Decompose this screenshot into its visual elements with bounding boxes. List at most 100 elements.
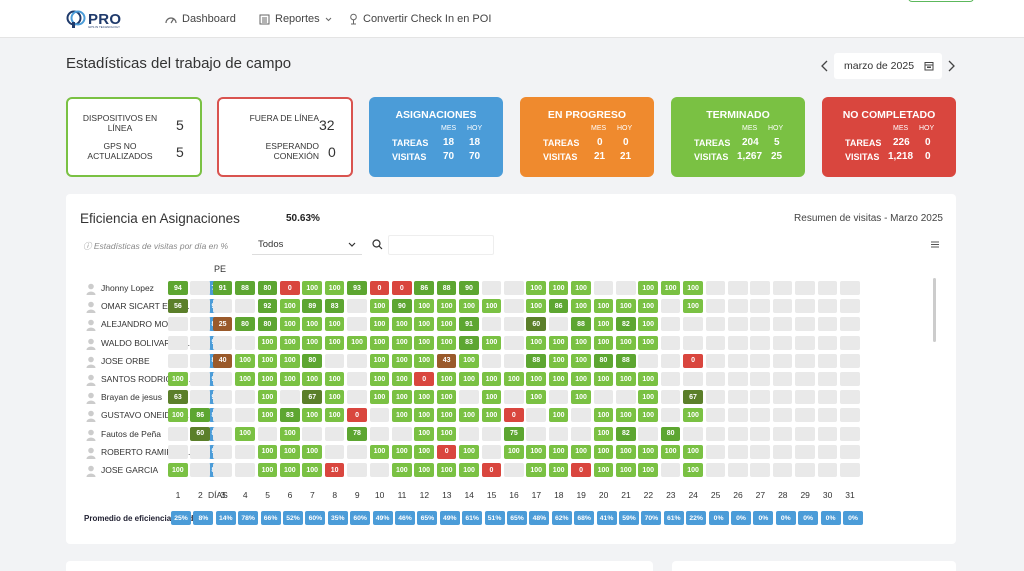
user-filter-select[interactable]: Todos [252,235,362,255]
day-cell[interactable]: 100 [436,408,457,423]
day-cell[interactable]: 100 [526,335,547,350]
day-cell[interactable] [817,335,838,350]
day-cell[interactable] [302,426,323,441]
search-icon[interactable] [372,239,383,250]
terminado-card[interactable]: TERMINADO MES HOY TAREAS VISITAS 204 5 1… [671,97,805,177]
day-cell[interactable] [817,426,838,441]
day-cell[interactable] [526,426,547,441]
day-cell[interactable]: 0 [436,444,457,459]
day-cell[interactable] [840,299,860,314]
day-cell[interactable] [504,353,524,368]
day-cell[interactable] [190,299,211,314]
day-cell[interactable] [750,390,771,405]
day-cell[interactable]: 60 [190,426,211,441]
day-cell[interactable]: 75 [504,426,524,441]
day-cell[interactable]: 100 [257,390,278,405]
day-cell[interactable] [683,372,703,386]
day-cell[interactable] [840,353,860,368]
day-cell[interactable] [235,444,255,459]
day-cell[interactable] [504,463,524,477]
day-cell[interactable] [705,444,726,459]
day-cell[interactable]: 100 [481,299,502,314]
day-cell[interactable] [772,426,793,441]
top-right-button[interactable] [908,0,974,2]
day-cell[interactable] [817,372,838,386]
day-cell[interactable] [481,426,502,441]
day-cell[interactable]: 100 [459,463,479,477]
day-cell[interactable]: 82 [616,426,636,441]
day-cell[interactable]: 78 [347,426,367,441]
day-cell[interactable]: 80 [235,317,255,332]
day-cell[interactable] [772,444,793,459]
day-cell[interactable]: 100 [414,390,435,405]
day-cell[interactable] [324,353,345,368]
day-cell[interactable]: 100 [436,299,457,314]
day-cell[interactable]: 100 [280,335,300,350]
day-cell[interactable]: 100 [571,353,591,368]
day-cell[interactable] [347,317,367,332]
day-cell[interactable]: 100 [168,408,188,423]
day-cell[interactable] [190,372,211,386]
day-cell[interactable] [459,426,479,441]
day-cell[interactable]: 88 [235,281,255,295]
day-cell[interactable]: 100 [481,408,502,423]
day-cell[interactable] [190,353,211,368]
day-cell[interactable]: 100 [616,408,636,423]
day-cell[interactable]: 100 [414,335,435,350]
day-cell[interactable]: 100 [168,463,188,477]
day-cell[interactable] [212,444,233,459]
day-cell[interactable] [705,390,726,405]
en-progreso-card[interactable]: EN PROGRESO MES HOY TAREAS VISITAS 0 0 2… [520,97,654,177]
day-cell[interactable]: 100 [280,426,300,441]
day-cell[interactable] [817,281,838,295]
day-cell[interactable] [840,390,860,405]
day-cell[interactable]: 100 [280,444,300,459]
day-cell[interactable]: 100 [660,444,681,459]
day-cell[interactable] [705,335,726,350]
day-cell[interactable] [750,335,771,350]
day-cell[interactable]: 100 [593,335,614,350]
day-cell[interactable] [705,281,726,295]
day-cell[interactable]: 100 [526,444,547,459]
day-cell[interactable] [795,353,815,368]
day-cell[interactable] [481,317,502,332]
day-cell[interactable]: 100 [638,372,659,386]
day-cell[interactable]: 10 [324,463,345,477]
day-cell[interactable]: 80 [302,353,323,368]
day-cell[interactable] [772,299,793,314]
day-cell[interactable] [705,372,726,386]
day-cell[interactable]: 83 [280,408,300,423]
day-cell[interactable] [705,353,726,368]
day-cell[interactable]: 100 [683,299,703,314]
day-cell[interactable] [392,426,412,441]
day-cell[interactable] [772,390,793,405]
day-cell[interactable] [728,372,748,386]
menu-icon[interactable] [931,241,939,248]
day-cell[interactable]: 100 [683,463,703,477]
day-cell[interactable] [168,444,188,459]
day-cell[interactable]: 100 [526,390,547,405]
day-cell[interactable] [571,426,591,441]
day-cell[interactable]: 100 [369,372,390,386]
day-cell[interactable]: 100 [526,372,547,386]
day-cell[interactable]: 100 [571,299,591,314]
day-cell[interactable] [212,372,233,386]
day-cell[interactable] [347,372,367,386]
day-cell[interactable]: 82 [616,317,636,332]
day-cell[interactable]: 100 [436,426,457,441]
day-cell[interactable] [683,317,703,332]
day-cell[interactable] [548,317,569,332]
day-cell[interactable]: 100 [324,281,345,295]
day-cell[interactable]: 0 [392,281,412,295]
day-cell[interactable]: 100 [683,281,703,295]
day-cell[interactable]: 100 [593,444,614,459]
day-cell[interactable]: 100 [257,463,278,477]
day-cell[interactable]: 0 [481,463,502,477]
day-cell[interactable]: 100 [548,463,569,477]
chevron-right-icon[interactable] [946,60,956,72]
day-cell[interactable]: 100 [526,281,547,295]
day-cell[interactable]: 0 [280,281,300,295]
day-cell[interactable]: 100 [571,390,591,405]
chevron-left-icon[interactable] [820,60,830,72]
day-cell[interactable] [795,372,815,386]
